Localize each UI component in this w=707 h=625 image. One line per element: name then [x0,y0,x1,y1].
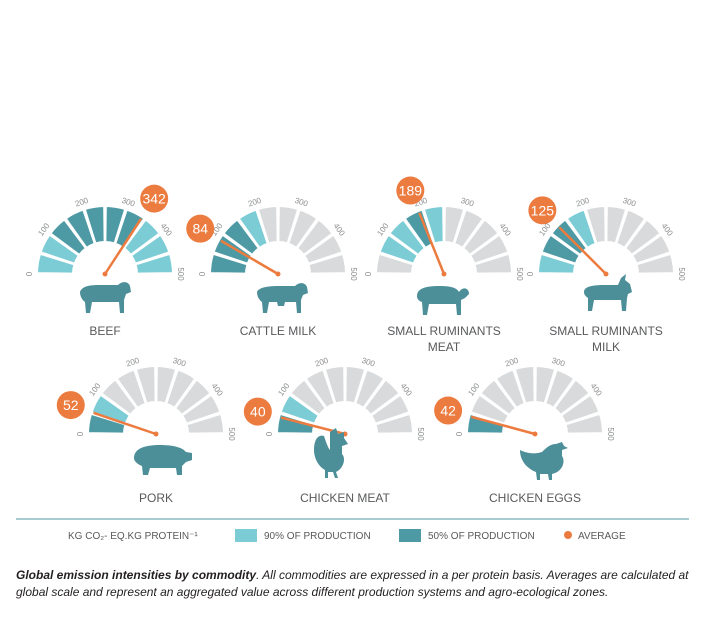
tick-label: 300 [294,196,310,209]
tick-label: 300 [460,196,476,209]
caption-title: Global emission intensities by commodity [16,568,257,582]
hen-icon [520,442,568,480]
tick-label: 500 [416,427,425,441]
legend-swatch-average [564,531,572,539]
tick-label: 0 [25,271,34,276]
tick-label: 0 [198,271,207,276]
commodity-label: MILK [592,340,620,354]
average-needle [470,415,536,436]
needle-hub [102,271,108,277]
gauge-segment [374,412,415,435]
average-badge [243,397,272,426]
average-value: 125 [531,202,555,218]
tick-label: 500 [606,427,615,441]
average-value: 342 [142,191,166,207]
commodity-label: MEAT [428,340,461,354]
tick-label: 0 [364,271,373,276]
figure-caption: Global emission intensities by commodity… [16,567,696,601]
commodity-label: BEEF [89,324,120,338]
tick-label: 500 [227,427,236,441]
tick-label: 500 [677,267,686,281]
tick-label: 0 [265,431,274,436]
legend-swatch-90 [235,529,257,542]
tick-label: 200 [247,196,263,209]
gauge-segment [185,412,226,435]
average-value: 189 [399,183,423,199]
average-needle [558,226,607,275]
dairy-cow-icon [257,283,308,313]
tick-label: 300 [551,356,567,369]
gauge-segment [473,252,514,275]
legend-label-90: 90% OF PRODUCTION [264,531,371,542]
goat-icon [584,274,632,311]
tick-label: 0 [526,271,535,276]
tick-label: 500 [176,267,185,281]
needle-hub [441,271,447,277]
tick-label: 200 [504,356,520,369]
average-value: 40 [250,404,266,420]
gauge-segment [307,252,348,275]
caption-body: . All commodities are expressed in a per… [16,568,689,599]
rooster-icon [314,428,348,478]
legend-label-average: AVERAGE [578,531,626,542]
average-needle [418,212,446,275]
legend: KG CO₂- EQ.KG PROTEIN⁻¹ 90% OF PRODUCTIO… [16,518,689,542]
average-badge [528,196,557,225]
tick-label: 500 [349,267,358,281]
average-value: 42 [440,403,456,419]
tick-label: 500 [515,267,524,281]
pig-icon [134,445,192,475]
average-badge [56,391,85,420]
commodity-label: PORK [139,491,173,505]
tick-label: 200 [125,356,141,369]
commodity-label: CHICKEN EGGS [489,491,581,505]
tick-label: 200 [575,196,591,209]
average-badge [186,214,215,243]
average-value: 84 [192,221,208,237]
average-badge [140,184,169,213]
average-badge [434,396,463,425]
cow-icon [80,282,131,313]
legend-unit-label: KG CO₂- EQ.KG PROTEIN⁻¹ [68,531,198,542]
gauge-segment [635,252,676,275]
commodity-label: SMALL RUMINANTS [549,324,663,338]
commodity-label: SMALL RUMINANTS [387,324,501,338]
tick-label: 300 [622,196,638,209]
sheep-icon [417,286,469,315]
tick-label: 0 [76,431,85,436]
average-badge [396,176,425,205]
average-needle [220,239,279,276]
needle-hub [532,431,538,437]
gauge-segment [134,252,175,275]
commodity-label: CATTLE MILK [240,324,316,338]
tick-label: 300 [121,196,137,209]
tick-label: 200 [74,196,90,209]
commodity-label: CHICKEN MEAT [300,491,390,505]
average-needle [103,218,143,275]
legend-swatch-50 [399,529,421,542]
needle-hub [603,271,609,277]
average-value: 52 [63,397,79,413]
average-needle [93,411,157,436]
tick-label: 300 [361,356,377,369]
tick-label: 300 [172,356,188,369]
gauge-segment [564,412,605,435]
tick-label: 0 [455,431,464,436]
needle-hub [275,271,281,277]
legend-label-50: 50% OF PRODUCTION [428,531,535,542]
tick-label: 200 [314,356,330,369]
needle-hub [153,431,159,437]
